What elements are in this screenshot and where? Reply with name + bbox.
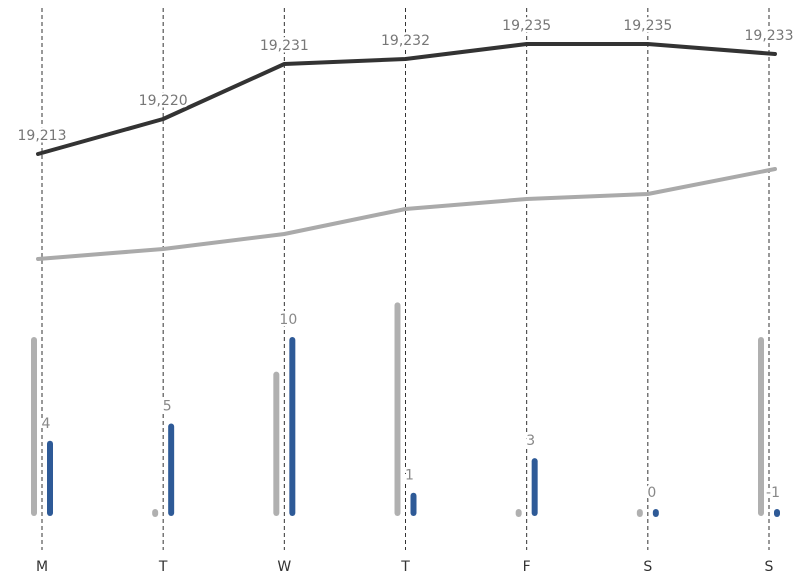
series-value-label: 19,213 [18, 128, 67, 144]
bar-value-label: 10 [279, 312, 297, 328]
gray-series-line [36, 167, 777, 261]
dark-series-line [36, 42, 777, 156]
x-tick-label: T [158, 559, 168, 573]
x-tick-label: S [765, 559, 774, 573]
series-value-label: 19,231 [260, 38, 309, 54]
labels: 19,213 19,220 19,231 19,232 19,235 19,235 19,2… [15, 16, 796, 573]
x-tick-label: S [643, 559, 652, 573]
bars [31, 302, 780, 517]
dark-series [36, 42, 777, 156]
bar-value-label: 3 [526, 433, 535, 449]
series-value-label: 19,232 [381, 33, 430, 49]
x-tick-label: M [36, 559, 48, 573]
series-value-label: 19,220 [139, 93, 188, 109]
series-value-label: 19,235 [502, 18, 551, 34]
bar-value-label: 0 [647, 485, 656, 501]
series-value-label: 19,235 [623, 18, 672, 34]
gray-series [36, 167, 777, 261]
bar-value-label: 4 [42, 416, 51, 432]
bar-value-label: 5 [163, 399, 172, 415]
bar-value-label: 1 [405, 468, 414, 484]
day-guides [41, 8, 770, 550]
series-value-label: 19,233 [745, 28, 794, 44]
bar-value-label: -1 [766, 485, 780, 501]
x-tick-label: T [400, 559, 410, 573]
x-tick-label: F [523, 559, 531, 573]
x-tick-label: W [277, 559, 291, 573]
